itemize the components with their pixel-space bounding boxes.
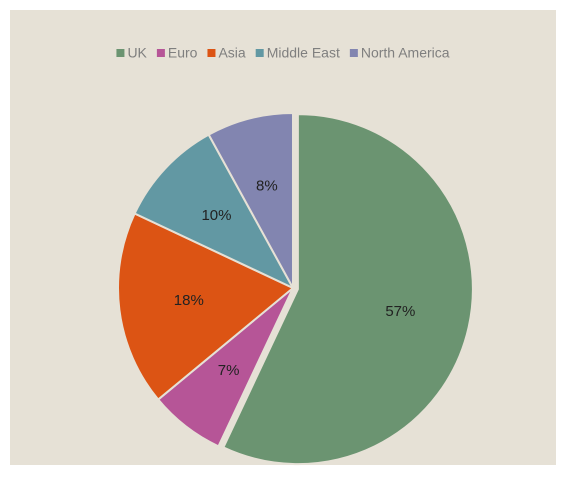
legend-item: Middle East	[255, 45, 340, 61]
data-label: 7%	[218, 362, 240, 379]
data-label: 8%	[256, 177, 278, 194]
pie-slice	[133, 133, 296, 291]
legend-swatch	[156, 49, 165, 57]
legend-label: UK	[127, 45, 147, 61]
legend-item: UK	[116, 45, 148, 61]
legend-swatch	[349, 49, 358, 57]
legend-item: Euro	[156, 45, 198, 61]
legend-label: Euro	[168, 45, 198, 61]
legend-swatch	[207, 49, 216, 57]
legend-item: North America	[349, 45, 450, 61]
pie-slice	[117, 212, 295, 401]
pie-slice	[207, 111, 294, 289]
legend-label: North America	[361, 45, 450, 61]
legend-swatch	[255, 49, 264, 57]
pie-slice	[222, 113, 474, 466]
data-label: 57%	[385, 303, 415, 320]
legend-label: Middle East	[267, 45, 340, 61]
data-label: 10%	[201, 207, 231, 224]
legend-swatch	[116, 49, 125, 57]
legend-item: Asia	[207, 45, 246, 61]
data-label: 18%	[174, 292, 204, 309]
legend: UK Euro Asia Middle East North America	[116, 45, 450, 61]
pie: 57% 7% 18% 10% 8%	[117, 111, 474, 466]
legend-label: Asia	[218, 45, 245, 61]
